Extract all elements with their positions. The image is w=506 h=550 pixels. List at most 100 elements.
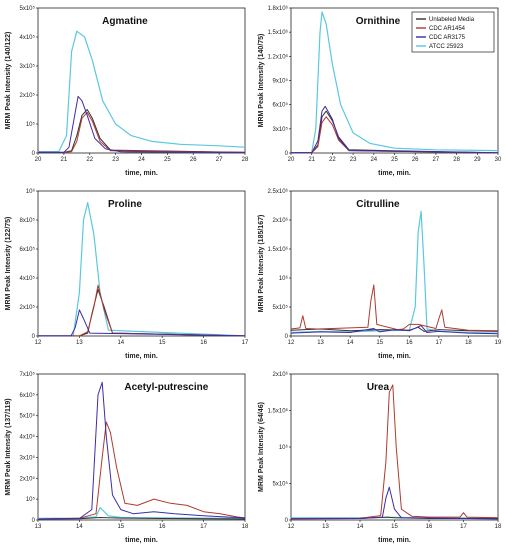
series-line-ar1454 [38, 111, 246, 153]
y-tick-label: 8x10⁵ [20, 217, 36, 224]
x-tick-label: 16 [200, 340, 207, 346]
y-tick-label: 5x10⁵ [273, 304, 289, 311]
y-tick-label: 7x10⁵ [20, 371, 36, 378]
series-line-atcc [290, 210, 499, 334]
y-tick-label: 6x10⁵ [20, 392, 36, 399]
x-tick-label: 14 [76, 524, 83, 530]
y-tick-label: 1.8x10⁶ [268, 5, 289, 12]
x-tick-label: 17 [242, 340, 249, 346]
chart-panel-proline: 12 13 14 15 16 17 0 2x10⁵ 4x10⁵ 6x10⁵ 8x10⁵ 10⁶ time… [0, 183, 253, 366]
x-tick-label: 24 [138, 157, 145, 163]
chart-panel-agmatine: 20 21 22 23 24 25 26 27 28 0 10⁵ 2x10⁵ 3x10⁵ 4x10⁵ 5x1… [0, 0, 253, 183]
series-line-ar3175 [290, 486, 499, 520]
x-tick-label: 20 [35, 157, 42, 163]
x-tick-label: 24 [370, 157, 377, 163]
y-tick-label: 4x10⁵ [20, 275, 36, 282]
y-tick-label: 3x10⁵ [273, 126, 289, 133]
plot-frame [37, 373, 246, 521]
series-line-ar1454 [38, 284, 246, 337]
y-tick-label: 1.5x10⁶ [268, 246, 289, 253]
series-line-atcc [37, 506, 246, 519]
y-tick-label: 9x10⁵ [273, 78, 289, 85]
chart-svg-ornithine: 20 21 22 23 24 25 26 27 28 29 30 0 3x10⁵ 6x10⁵ 9x10⁵ 1.… [258, 5, 502, 177]
series-line-ar3175 [290, 325, 499, 335]
series-line-ar3175 [38, 309, 246, 337]
x-tick-label: 15 [117, 524, 124, 530]
x-tick-label: 23 [112, 157, 119, 163]
x-tick-label: 12 [288, 524, 295, 530]
y-tick-label: 10⁶ [279, 275, 289, 282]
x-tick-label: 28 [242, 157, 249, 163]
series-line-ar1454 [291, 116, 499, 154]
chart-title: Agmatine [102, 16, 148, 27]
x-axis-label: time, min. [125, 170, 158, 177]
y-tick-label: 0 [32, 151, 36, 157]
x-tick-label: 14 [347, 340, 354, 346]
chart-svg-urea: 12 13 14 15 16 17 18 0 5x10⁵ 10⁶ 1.5x10⁶ 2x10⁶ time,… [258, 371, 502, 544]
chart-svg-agmatine: 20 21 22 23 24 25 26 27 28 0 10⁵ 2x10⁵ 3x10⁵ 4x10⁵ 5x1… [5, 5, 249, 177]
x-tick-label: 20 [288, 157, 295, 163]
x-tick-label: 14 [117, 340, 124, 346]
legend-label: Unlabeled Media [429, 17, 475, 23]
x-tick-label: 19 [495, 340, 502, 346]
x-tick-label: 15 [376, 340, 383, 346]
x-tick-label: 13 [317, 340, 324, 346]
x-tick-label: 13 [35, 524, 42, 530]
x-axis-label: time, min. [125, 353, 158, 360]
y-tick-label: 5x10⁵ [20, 413, 36, 420]
x-tick-label: 18 [242, 524, 249, 530]
series-line-ar3175 [291, 105, 499, 154]
chart-panel-citrulline: 12 13 14 15 16 17 18 19 0 5x10⁵ 10⁶ 1.5x10⁶ 2x10⁶ 2.5… [253, 183, 506, 366]
legend-label: CDC AR1454 [429, 26, 466, 32]
chart-panel-acetyl-putrescine: 13 14 15 16 17 18 0 10⁵ 2x10⁵ 3x10⁵ 4x10⁵ 5x10⁵ 6x10… [0, 366, 253, 550]
x-tick-label: 12 [35, 340, 42, 346]
y-tick-label: 2x10⁵ [20, 92, 36, 99]
x-tick-label: 28 [453, 157, 460, 163]
y-axis-label: MRM Peak Intensity (140/75) [258, 34, 265, 128]
legend-label: CDC AR3175 [429, 35, 466, 41]
x-tick-label: 18 [495, 524, 502, 530]
x-tick-label: 16 [426, 524, 433, 530]
plot-frame [290, 373, 499, 521]
x-tick-label: 17 [436, 340, 443, 346]
chart-svg-proline: 12 13 14 15 16 17 0 2x10⁵ 4x10⁵ 6x10⁵ 8x10⁵ 10⁶ time… [5, 188, 249, 360]
y-tick-label: 6x10⁵ [273, 102, 289, 109]
y-axis-label: MRM Peak Intensity (185/167) [258, 215, 265, 313]
y-tick-label: 6x10⁵ [20, 246, 36, 253]
chart-svg-citrulline: 12 13 14 15 16 17 18 19 0 5x10⁵ 10⁶ 1.5x10⁶ 2x10⁶ 2.5… [258, 188, 502, 360]
y-tick-label: 10⁶ [26, 188, 36, 195]
x-tick-label: 26 [190, 157, 197, 163]
x-tick-label: 29 [474, 157, 481, 163]
chart-panel-urea: 12 13 14 15 16 17 18 0 5x10⁵ 10⁶ 1.5x10⁶ 2x10⁶ time,… [253, 366, 506, 550]
y-tick-label: 1.5x10⁶ [268, 29, 289, 36]
x-tick-label: 13 [76, 340, 83, 346]
x-tick-label: 23 [350, 157, 357, 163]
y-tick-label: 10⁶ [279, 444, 289, 451]
y-tick-label: 5x10⁵ [20, 5, 36, 12]
series-line-ar1454 [290, 284, 499, 332]
chart-title: Urea [367, 382, 390, 393]
series-line-atcc [38, 202, 246, 337]
x-tick-label: 27 [433, 157, 440, 163]
y-axis-label: MRM Peak Intensity (122/75) [5, 217, 12, 311]
x-tick-label: 30 [495, 157, 502, 163]
series-line-ar1454 [290, 384, 499, 519]
x-tick-label: 16 [406, 340, 413, 346]
y-tick-label: 0 [32, 334, 36, 340]
x-tick-label: 13 [322, 524, 329, 530]
y-axis-label: MRM Peak Intensity (137/119) [5, 398, 12, 495]
y-tick-label: 10⁵ [26, 496, 36, 503]
y-tick-label: 3x10⁵ [20, 63, 36, 70]
x-tick-label: 22 [86, 157, 93, 163]
x-tick-label: 27 [216, 157, 223, 163]
x-tick-label: 26 [412, 157, 419, 163]
y-axis-label: MRM Peak Intensity (64/46) [258, 402, 265, 492]
series-line-ar3175 [37, 381, 246, 520]
series-line-ar3175 [38, 95, 246, 153]
y-tick-label: 10⁵ [26, 121, 36, 128]
y-tick-label: 2x10⁶ [273, 371, 289, 378]
x-tick-label: 12 [288, 340, 295, 346]
x-tick-label: 21 [308, 157, 315, 163]
y-tick-label: 2x10⁵ [20, 304, 36, 311]
